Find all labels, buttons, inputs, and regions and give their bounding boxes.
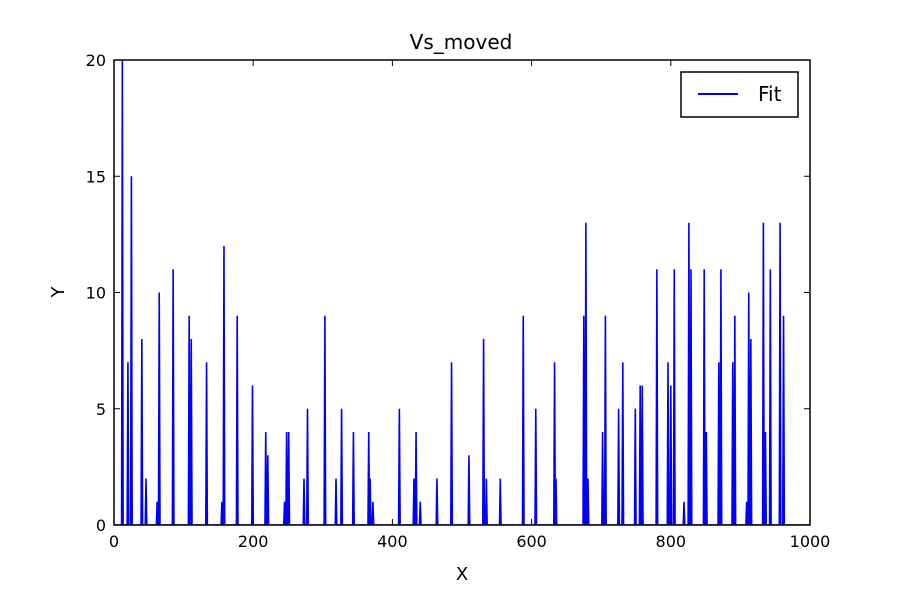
series-line-fit — [114, 60, 810, 525]
x-tick-label: 600 — [516, 532, 547, 551]
y-axis-label: Y — [48, 286, 69, 299]
x-tick-label: 200 — [238, 532, 269, 551]
y-tick-label: 5 — [96, 400, 106, 419]
x-tick-label: 400 — [377, 532, 408, 551]
x-tick-label: 0 — [109, 532, 119, 551]
y-tick-label: 15 — [86, 167, 106, 186]
legend-label-fit: Fit — [758, 82, 782, 106]
ticks-layer: 0 200 400 600 800 1000 0 5 10 15 20 — [86, 51, 831, 551]
series-layer — [114, 60, 810, 525]
legend: Fit — [680, 71, 799, 118]
plot-area: 0 200 400 600 800 1000 0 5 10 15 20 — [86, 51, 831, 551]
y-tick-label: 10 — [86, 284, 106, 303]
x-tick-label: 800 — [656, 532, 687, 551]
y-tick-label: 20 — [86, 51, 106, 70]
chart-title: Vs_moved — [410, 30, 513, 54]
x-tick-label: 1000 — [790, 532, 831, 551]
x-axis-label: X — [456, 564, 468, 585]
y-tick-label: 0 — [96, 516, 106, 535]
